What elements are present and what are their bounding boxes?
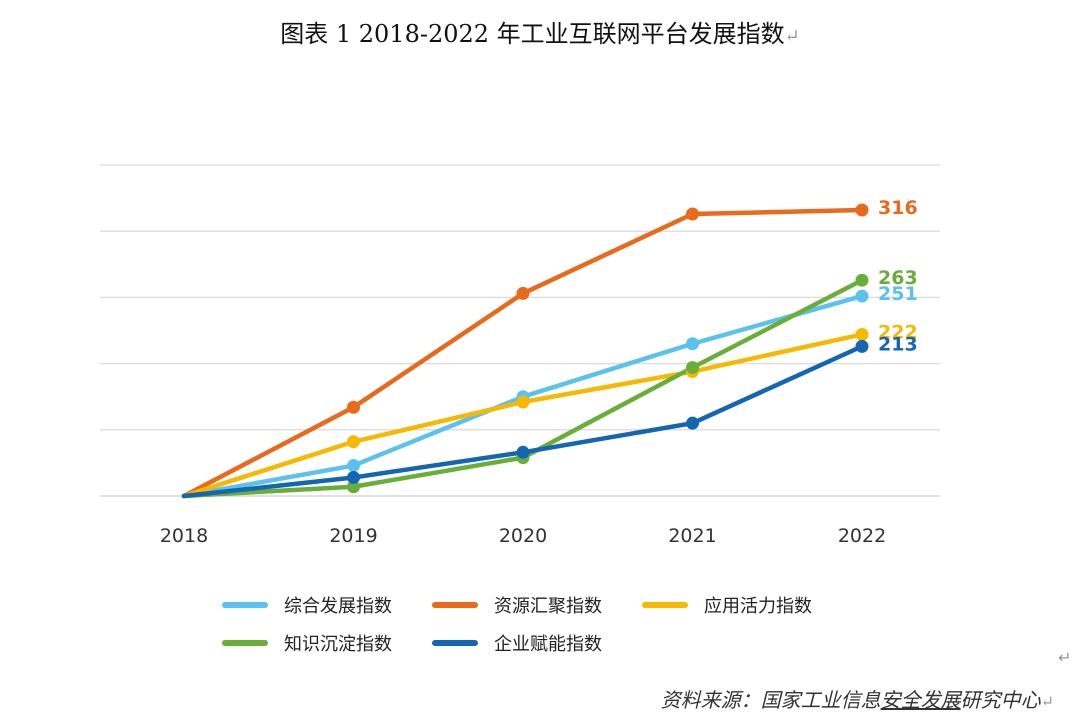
series-points [347,203,869,494]
legend-item: 综合发展指数 [222,592,392,618]
legend-swatch [222,640,268,646]
paragraph-mark-icon: ↵ [1040,692,1054,711]
data-point [347,435,360,449]
legend-label: 资源汇聚指数 [494,596,602,617]
series-line [181,344,865,499]
gridlines [100,164,940,497]
data-point [686,361,699,375]
paragraph-mark-icon: ↵ [784,26,800,47]
x-tick-label: 2022 [838,525,886,547]
legend-label: 知识沉淀指数 [284,634,392,655]
data-point [855,273,869,287]
source-note: 资料来源：国家工业信息安全发展研究中心↵ [660,688,1054,712]
data-point [347,470,360,484]
legend-label: 综合发展指数 [284,596,392,617]
data-point [347,400,360,414]
end-value-label: 213 [878,333,918,355]
legend-item: 资源汇聚指数 [432,592,602,618]
x-tick-label: 2019 [329,525,377,547]
legend-label: 应用活力指数 [704,596,812,617]
data-point [855,339,869,353]
x-tick-label: 2020 [499,525,547,547]
data-point [686,207,699,221]
x-axis-ticks: 2018 2019 2020 2021 2022 [160,525,886,547]
data-point [686,337,699,351]
chart-title: 图表 1 2018-2022 年工业互联网平台发展指数↵ [280,20,800,48]
data-point [516,395,530,409]
data-point [686,416,699,430]
end-value-label: 263 [878,267,918,289]
end-value-label: 222 [878,321,918,343]
data-point [347,459,360,473]
legend-swatch [432,602,478,608]
legend-swatch [222,602,268,608]
paragraph-mark-icon: ↵ [1058,648,1072,667]
series-line [181,332,865,499]
legend-label: 企业赋能指数 [494,634,602,655]
legend-item: 应用活力指数 [642,592,812,618]
data-point [516,286,530,300]
legend-item: 知识沉淀指数 [222,630,392,656]
legend-swatch [432,640,478,646]
x-tick-label: 2021 [668,525,716,547]
legend-swatch [642,602,688,608]
data-point [347,480,360,494]
end-value-label: 316 [878,197,918,219]
data-point [855,203,869,217]
data-point [855,327,869,341]
legend-item: 企业赋能指数 [432,630,602,656]
x-tick-label: 2018 [160,525,208,547]
end-value-label: 251 [878,283,918,305]
data-point [516,445,530,459]
data-point [855,289,869,303]
end-labels: 316 251 222 263 213 [878,197,918,355]
